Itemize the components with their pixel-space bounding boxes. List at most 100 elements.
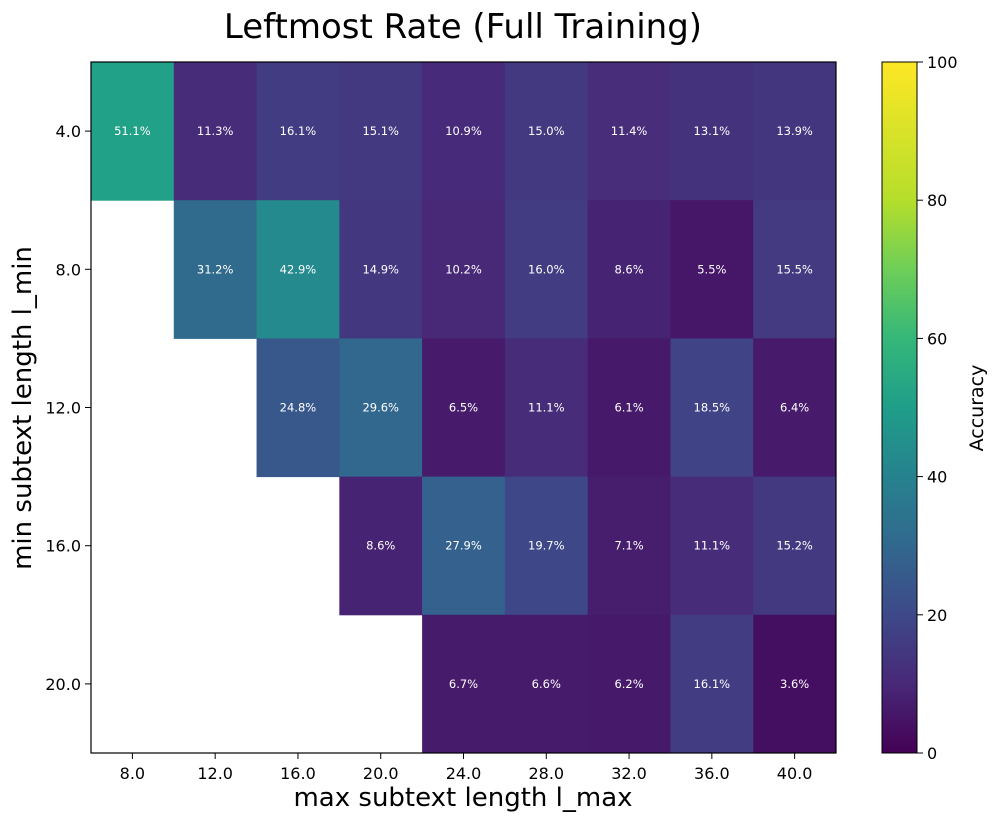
cell-value-label: 7.1%	[614, 539, 643, 553]
cell-value-label: 6.1%	[614, 401, 643, 415]
heatmap-cell	[587, 338, 671, 478]
cell-value-label: 31.2%	[197, 262, 234, 276]
cell-value-label: 13.9%	[776, 124, 813, 138]
heatmap-cell	[753, 62, 837, 201]
heatmap-cells	[91, 62, 837, 754]
cell-value-label: 16.0%	[528, 262, 565, 276]
heatmap-cell	[422, 476, 506, 616]
y-axis-ticks: 4.0 8.0 12.0 16.0 20.0	[45, 122, 91, 694]
colorbar-tick-label: 100	[927, 53, 958, 72]
colorbar-tick-label: 20	[927, 606, 947, 625]
heatmap-cell	[422, 338, 506, 478]
x-tick-label: 40.0	[777, 764, 813, 783]
y-axis-label: min subtext length l_min	[8, 246, 38, 570]
cell-value-label: 51.1%	[114, 124, 151, 138]
heatmap-cell	[256, 62, 340, 201]
heatmap-cell-labels: 51.1% 11.3% 16.1% 15.1% 10.9% 15.0% 11.4% 13.1%…	[114, 124, 813, 691]
x-tick-label: 32.0	[611, 764, 647, 783]
colorbar-tick-label: 80	[927, 191, 947, 210]
cell-value-label: 29.6%	[362, 401, 399, 415]
heatmap-cell	[670, 62, 754, 201]
cell-value-label: 15.5%	[776, 262, 813, 276]
cell-value-label: 42.9%	[280, 262, 317, 276]
cell-value-label: 15.2%	[776, 539, 813, 553]
cell-value-label: 24.8%	[280, 401, 317, 415]
colorbar-label: Accuracy	[966, 365, 988, 452]
heatmap-cell	[422, 614, 506, 754]
heatmap-cell	[339, 62, 423, 201]
heatmap-cell	[256, 200, 340, 339]
x-tick-label: 24.0	[446, 764, 482, 783]
heatmap-cell	[753, 200, 837, 339]
heatmap-cell	[587, 614, 671, 754]
chart-title: Leftmost Rate (Full Training)	[224, 7, 702, 47]
cell-value-label: 8.6%	[366, 539, 395, 553]
cell-value-label: 11.1%	[694, 539, 731, 553]
y-tick-label: 12.0	[45, 399, 81, 418]
heatmap-cell	[339, 476, 423, 616]
cell-value-label: 15.0%	[528, 124, 565, 138]
cell-value-label: 13.1%	[694, 124, 731, 138]
heatmap-cell	[504, 614, 589, 754]
x-tick-label: 28.0	[528, 764, 564, 783]
heatmap-cell	[670, 200, 754, 339]
cell-value-label: 11.3%	[197, 124, 234, 138]
colorbar-ticks: 0 20 40 60 80 100	[917, 53, 958, 763]
cell-value-label: 15.1%	[362, 124, 399, 138]
heatmap-cell	[587, 62, 671, 201]
heatmap-cell	[670, 476, 754, 616]
cell-value-label: 5.5%	[697, 262, 726, 276]
cell-value-label: 3.6%	[780, 677, 809, 691]
colorbar-tick-label: 0	[927, 744, 937, 763]
cell-value-label: 6.6%	[532, 677, 561, 691]
heatmap-cell	[422, 62, 506, 201]
heatmap-cell	[753, 476, 837, 616]
x-tick-label: 12.0	[197, 764, 233, 783]
x-tick-label: 36.0	[694, 764, 730, 783]
x-tick-label: 20.0	[363, 764, 399, 783]
y-tick-label: 16.0	[45, 537, 81, 556]
x-tick-label: 16.0	[280, 764, 316, 783]
heatmap-cell	[173, 62, 258, 201]
heatmap-cell	[753, 614, 837, 754]
cell-value-label: 8.6%	[614, 262, 643, 276]
cell-value-label: 6.4%	[780, 401, 809, 415]
cell-value-label: 11.4%	[611, 124, 648, 138]
heatmap-cell	[173, 200, 258, 339]
heatmap-cell	[587, 200, 671, 339]
cell-value-label: 18.5%	[694, 401, 731, 415]
cell-value-label: 16.1%	[280, 124, 317, 138]
heatmap-cell	[753, 338, 837, 478]
x-axis-label: max subtext length l_max	[293, 783, 632, 813]
cell-value-label: 6.5%	[449, 401, 478, 415]
cell-value-label: 6.2%	[614, 677, 643, 691]
heatmap-cell	[670, 614, 754, 754]
heatmap-cell	[504, 200, 589, 339]
heatmap-cell	[422, 200, 506, 339]
cell-value-label: 27.9%	[445, 539, 482, 553]
colorbar-tick-label: 40	[927, 468, 947, 487]
y-tick-label: 20.0	[45, 675, 81, 694]
cell-value-label: 19.7%	[528, 539, 565, 553]
y-tick-label: 4.0	[56, 122, 81, 141]
heatmap-cell	[256, 338, 340, 478]
heatmap-cell	[670, 338, 754, 478]
cell-value-label: 16.1%	[694, 677, 731, 691]
heatmap-cell	[504, 476, 589, 616]
heatmap-cell	[339, 200, 423, 339]
heatmap-cell	[339, 338, 423, 478]
cell-value-label: 14.9%	[362, 262, 399, 276]
cell-value-label: 10.2%	[445, 262, 482, 276]
x-tick-label: 8.0	[120, 764, 145, 783]
heatmap-cell	[504, 62, 589, 201]
x-axis-ticks: 8.0 12.0 16.0 20.0 24.0 28.0 32.0 36.0 40.0	[120, 753, 813, 783]
cell-value-label: 11.1%	[528, 401, 565, 415]
heatmap-cell	[504, 338, 589, 478]
y-tick-label: 8.0	[56, 260, 81, 279]
cell-value-label: 6.7%	[449, 677, 478, 691]
cell-value-label: 10.9%	[445, 124, 482, 138]
heatmap-cell	[587, 476, 671, 616]
colorbar	[881, 61, 918, 754]
colorbar-tick-label: 60	[927, 329, 947, 348]
